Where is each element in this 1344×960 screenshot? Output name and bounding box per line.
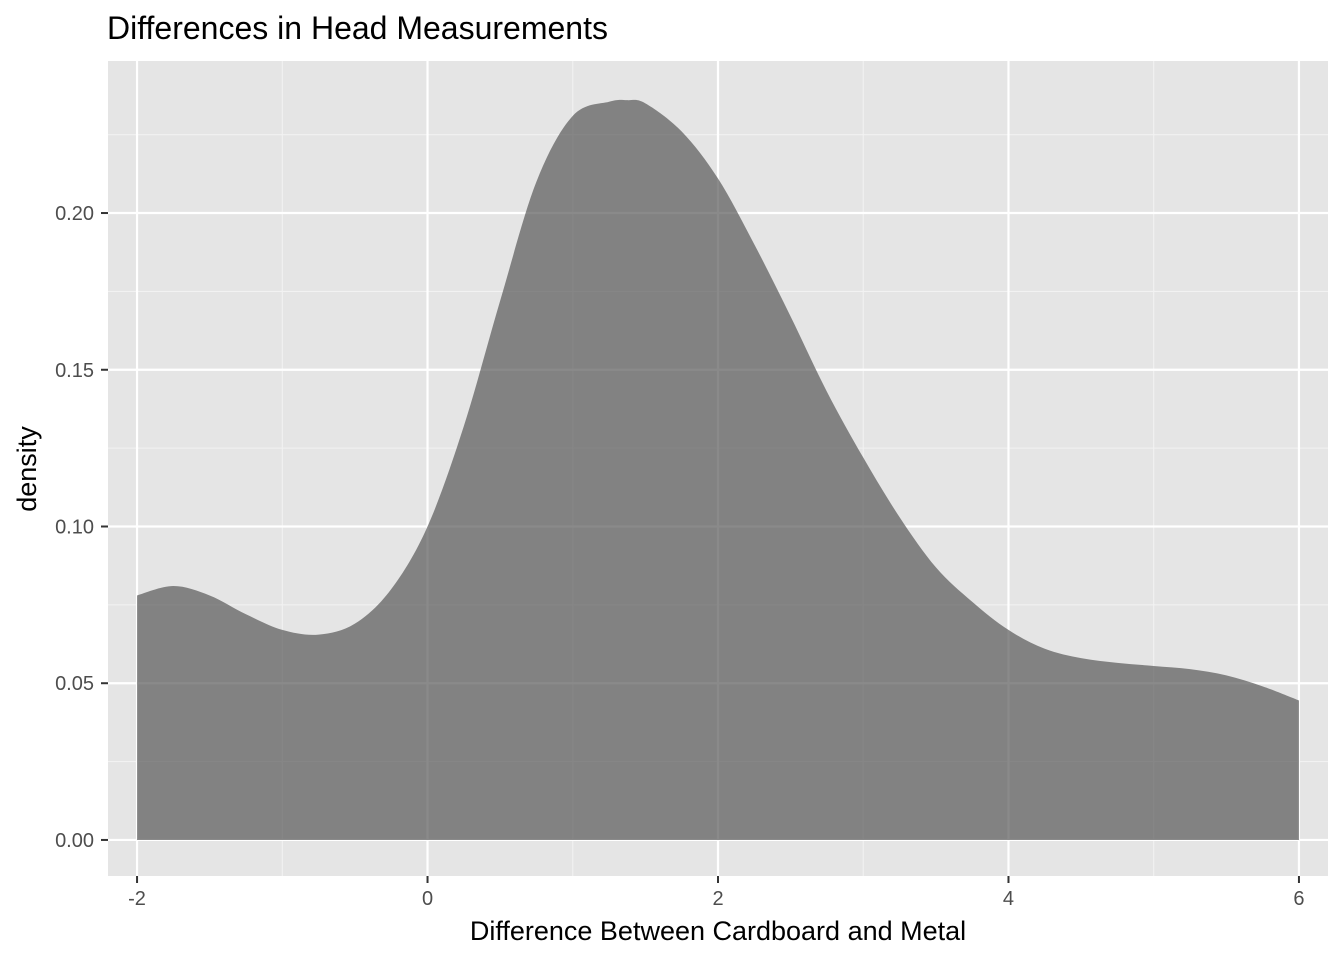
x-tick-label: 6 — [1293, 888, 1304, 910]
y-tick-label: 0.10 — [55, 516, 94, 538]
y-tick-label: 0.05 — [55, 673, 94, 695]
y-axis-title: density — [12, 426, 42, 512]
x-tick-label: -2 — [128, 888, 146, 910]
chart-title: Differences in Head Measurements — [107, 10, 608, 46]
x-axis-title: Difference Between Cardboard and Metal — [470, 916, 966, 946]
y-tick-label: 0.15 — [55, 360, 94, 382]
y-tick-label: 0.20 — [55, 203, 94, 225]
x-tick-label: 0 — [422, 888, 433, 910]
density-series — [137, 99, 1299, 840]
y-tick-label: 0.00 — [55, 830, 94, 852]
density-area — [137, 99, 1299, 840]
axes: -2 0 2 4 6 0.00 0.05 0.10 0.15 0.20 — [55, 203, 1304, 910]
x-tick-label: 4 — [1003, 888, 1014, 910]
x-tick-label: 2 — [712, 888, 723, 910]
